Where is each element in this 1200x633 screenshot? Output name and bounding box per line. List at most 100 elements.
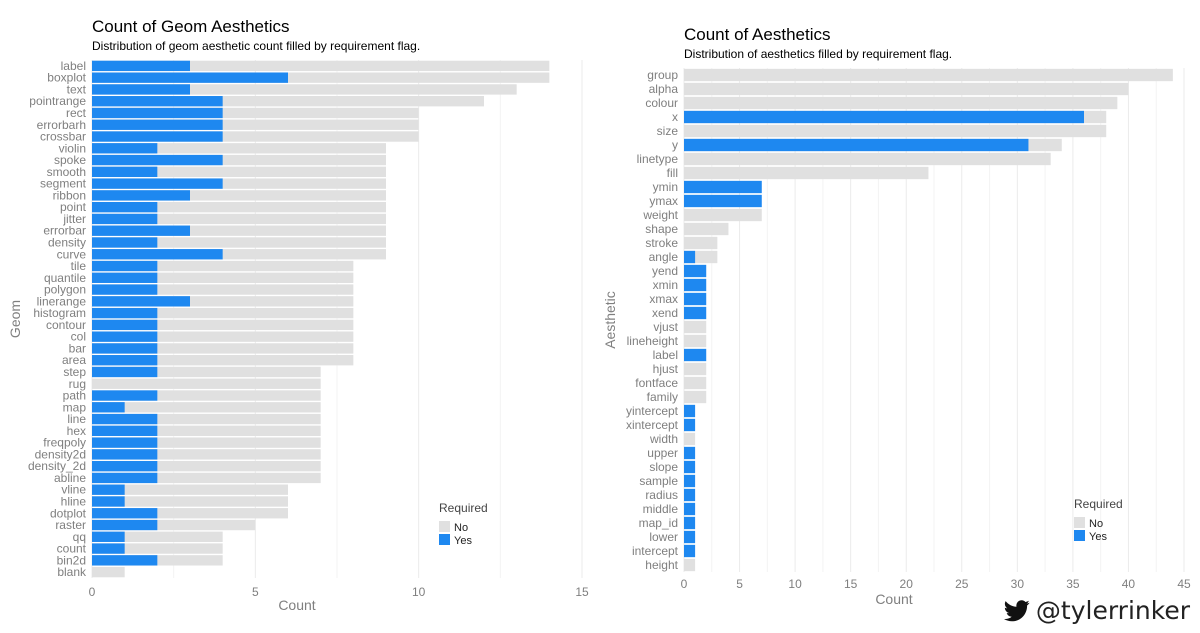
category-label: alpha xyxy=(649,82,679,96)
category-label: vline xyxy=(61,483,86,497)
bar-yes-text xyxy=(92,84,190,95)
category-label: map_id xyxy=(639,516,678,530)
bar-no-vjust xyxy=(684,320,707,334)
category-label: label xyxy=(61,59,86,73)
handle-text: @tylerrinker xyxy=(1035,596,1190,625)
category-label: polygon xyxy=(44,283,86,297)
bar-yes-hline xyxy=(92,496,125,507)
bar-no-freqpoly xyxy=(92,437,321,448)
bar-no-fill xyxy=(684,166,929,180)
category-label: text xyxy=(67,82,87,96)
bar-no-hline xyxy=(92,496,288,507)
bar-no-density xyxy=(92,237,386,248)
category-label: family xyxy=(647,390,678,404)
legend-swatch-no xyxy=(439,521,450,532)
bar-no-area xyxy=(92,355,354,366)
category-label: histogram xyxy=(33,306,86,320)
y-axis-label: Geom xyxy=(7,300,23,338)
category-label: height xyxy=(645,558,678,572)
category-label: xmin xyxy=(653,278,678,292)
category-label: point xyxy=(60,200,87,214)
bar-no-col xyxy=(92,331,354,342)
category-label: group xyxy=(647,68,678,82)
bar-no-dotplot xyxy=(92,508,288,519)
bar-yes-crossbar xyxy=(92,131,223,142)
bar-no-abline xyxy=(92,472,321,484)
category-label: xend xyxy=(652,306,678,320)
category-label: freqpoly xyxy=(43,436,86,450)
category-label: yintercept xyxy=(626,404,679,418)
legend-swatch-yes xyxy=(1074,530,1085,541)
legend-title: Required xyxy=(1074,497,1123,511)
category-label: yend xyxy=(652,264,678,278)
category-label: ymax xyxy=(649,194,678,208)
bar-yes-point xyxy=(92,201,158,213)
category-label: width xyxy=(649,432,678,446)
bar-yes-area xyxy=(92,355,158,366)
bar-no-segment xyxy=(92,178,386,189)
category-label: qq xyxy=(73,530,86,544)
x-tick-label: 5 xyxy=(736,577,743,591)
x-tick-label: 5 xyxy=(252,585,259,599)
category-label: y xyxy=(672,138,678,152)
legend-label-yes: Yes xyxy=(454,535,472,547)
bar-yes-linerange xyxy=(92,296,190,307)
bar-no-polygon xyxy=(92,284,354,295)
bar-yes-density xyxy=(92,237,158,248)
bar-yes-step xyxy=(92,366,158,378)
x-tick-label: 45 xyxy=(1177,577,1191,591)
x-tick-label: 0 xyxy=(681,577,688,591)
bar-yes-label xyxy=(684,348,707,362)
bar-no-line xyxy=(92,413,321,425)
category-label: bin2d xyxy=(57,553,86,567)
bar-yes-vline xyxy=(92,484,125,495)
chart-title: Count of Geom Aesthetics xyxy=(92,17,290,36)
aesthetic-chart: Count of Aesthetics Distribution of aesth… xyxy=(602,25,1191,607)
category-label: fontface xyxy=(635,376,678,390)
bar-yes-contour xyxy=(92,319,158,331)
bar-yes-yintercept xyxy=(684,404,696,418)
x-tick-label: 20 xyxy=(900,577,914,591)
bar-yes-smooth xyxy=(92,166,158,178)
category-label: vjust xyxy=(653,320,678,334)
bar-no-shape xyxy=(684,222,729,236)
category-label: angle xyxy=(649,250,679,264)
category-label: upper xyxy=(647,446,678,460)
category-label: intercept xyxy=(632,544,679,558)
bar-no-errorbar xyxy=(92,225,386,236)
chart-title: Count of Aesthetics xyxy=(684,25,830,44)
bar-no-height xyxy=(684,558,696,572)
bar-yes-tile xyxy=(92,260,158,272)
bar-no-smooth xyxy=(92,166,386,178)
category-label: hline xyxy=(61,494,87,508)
bar-yes-xmin xyxy=(684,278,707,292)
y-axis-label: Aesthetic xyxy=(602,291,618,349)
bar-no-spoke xyxy=(92,154,386,166)
bar-yes-angle xyxy=(684,250,696,264)
bar-yes-x xyxy=(684,110,1084,124)
category-label: hjust xyxy=(653,362,679,376)
legend-swatch-no xyxy=(1074,517,1085,528)
bar-no-path xyxy=(92,390,321,401)
legend-label-yes: Yes xyxy=(1089,531,1107,543)
category-label: fill xyxy=(667,166,678,180)
bar-yes-ymax xyxy=(684,194,762,208)
bar-yes-path xyxy=(92,390,158,401)
bar-no-fontface xyxy=(684,376,707,390)
bar-no-stroke xyxy=(684,236,718,250)
category-label: raster xyxy=(55,518,86,532)
bar-yes-map_id xyxy=(684,516,696,530)
x-tick-label: 15 xyxy=(575,585,589,599)
bar-yes-segment xyxy=(92,178,223,189)
category-label: tile xyxy=(71,259,87,273)
bar-no-rect xyxy=(92,107,419,119)
category-label: linerange xyxy=(37,294,87,308)
x-tick-label: 35 xyxy=(1066,577,1080,591)
x-tick-label: 25 xyxy=(955,577,969,591)
geom-chart: Count of Geom Aesthetics Distribution of … xyxy=(7,17,589,613)
bar-yes-density_2d xyxy=(92,460,158,472)
bar-no-width xyxy=(684,432,696,446)
legend-title: Required xyxy=(439,501,488,515)
bar-no-label xyxy=(92,60,550,72)
bar-yes-polygon xyxy=(92,284,158,295)
